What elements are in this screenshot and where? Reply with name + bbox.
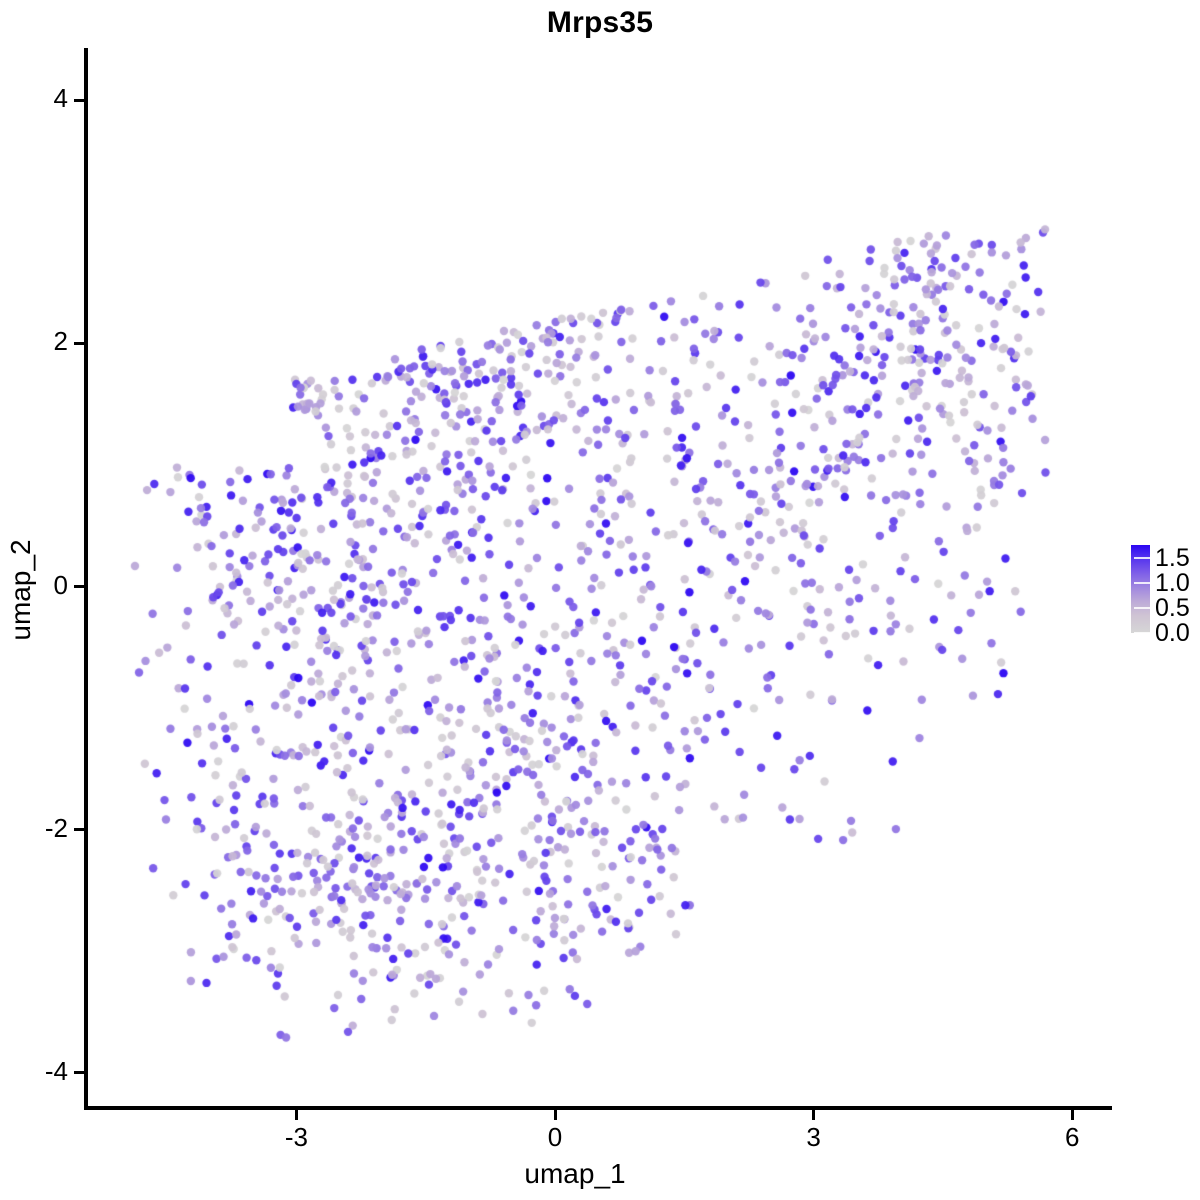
colorbar: [1131, 545, 1153, 634]
y-axis-title: umap_2: [5, 539, 36, 641]
y-tick-label: 4: [53, 83, 68, 114]
y-axis-line: [84, 48, 88, 1110]
x-tick-mark: [553, 1109, 557, 1120]
x-tick-mark: [812, 1109, 816, 1120]
colorbar-tick-mark: [1134, 632, 1153, 634]
y-tick-mark: [74, 341, 85, 345]
x-tick-mark: [1070, 1109, 1074, 1120]
colorbar-tick-mark: [1134, 606, 1153, 609]
colorbar-tick-label: 0.5: [1155, 593, 1190, 622]
y-tick-mark: [74, 98, 85, 102]
x-tick-label: -3: [284, 1122, 308, 1152]
x-tick-mark: [294, 1109, 298, 1120]
page-title: Mrps35: [546, 6, 654, 39]
scatter-panel: [88, 50, 1110, 1108]
colorbar-tick-mark: [1134, 556, 1153, 559]
x-axis-line: [84, 1106, 1112, 1110]
x-axis-title: umap_1: [524, 1158, 626, 1189]
y-tick-label: 0: [53, 569, 68, 600]
x-tick-label: 3: [806, 1122, 821, 1152]
y-tick-label: -4: [44, 1055, 68, 1086]
x-tick-label: 0: [547, 1122, 563, 1152]
colorbar-tick-label: 1.5: [1155, 543, 1190, 572]
y-tick-label: -2: [44, 812, 68, 843]
y-tick-label: 2: [53, 326, 68, 357]
colorbar-gradient: [1131, 545, 1150, 633]
colorbar-tick-label: 1.0: [1155, 568, 1190, 597]
y-tick-mark: [74, 585, 85, 588]
y-tick-mark: [74, 1071, 85, 1075]
scatter-points-canvas: [88, 50, 1110, 1108]
colorbar-tick-label: 0.0: [1155, 619, 1190, 647]
x-tick-label: 6: [1064, 1122, 1080, 1152]
y-tick-mark: [74, 828, 85, 832]
colorbar-tick-mark: [1134, 581, 1153, 584]
color-legend: 1.5 1.0 0.5 0.0: [1128, 538, 1200, 648]
